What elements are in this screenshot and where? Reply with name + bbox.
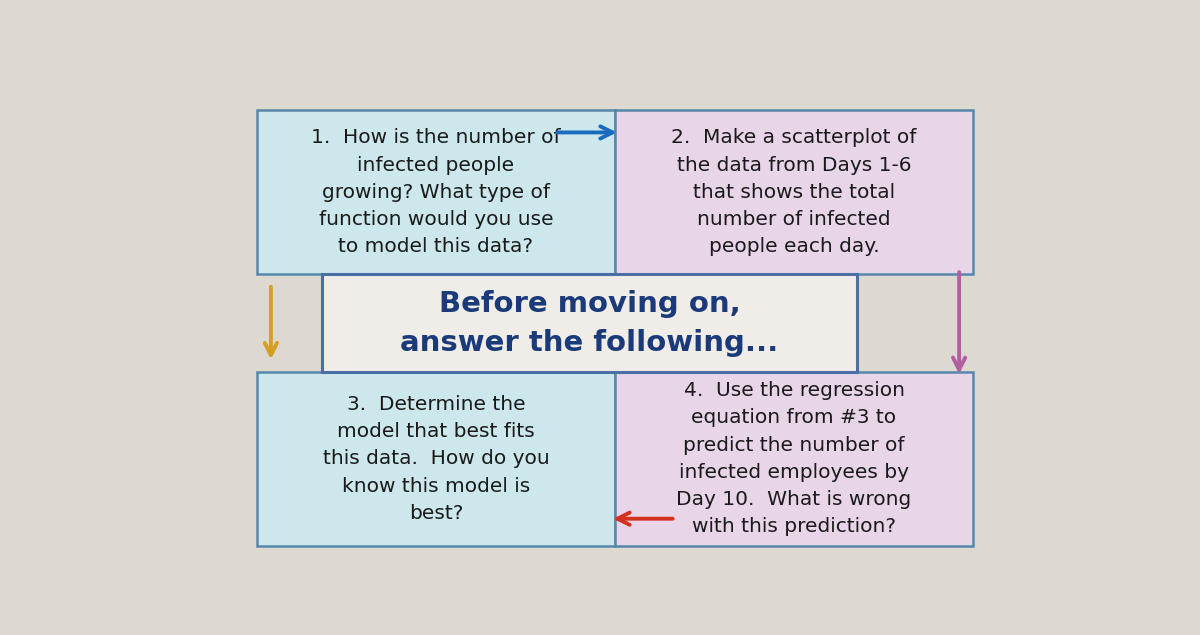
FancyBboxPatch shape	[257, 372, 616, 545]
Text: Before moving on,
answer the following...: Before moving on, answer the following..…	[401, 290, 779, 357]
FancyBboxPatch shape	[616, 372, 973, 545]
Text: 4.  Use the regression
equation from #3 to
predict the number of
infected employ: 4. Use the regression equation from #3 t…	[677, 381, 912, 537]
Text: 3.  Determine the
model that best fits
this data.  How do you
know this model is: 3. Determine the model that best fits th…	[323, 395, 550, 523]
FancyBboxPatch shape	[616, 110, 973, 274]
FancyBboxPatch shape	[257, 110, 616, 274]
Text: 2.  Make a scatterplot of
the data from Days 1-6
that shows the total
number of : 2. Make a scatterplot of the data from D…	[671, 128, 917, 257]
Text: 1.  How is the number of
infected people
growing? What type of
function would yo: 1. How is the number of infected people …	[311, 128, 560, 257]
FancyBboxPatch shape	[322, 274, 857, 372]
